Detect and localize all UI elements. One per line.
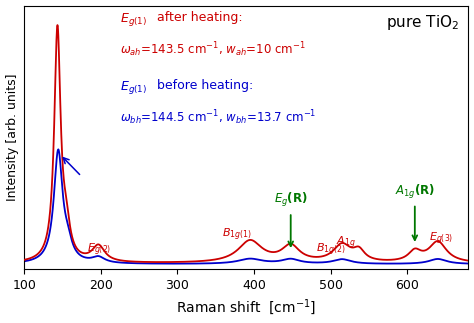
Text: $\mathit{E}_{\mathit{g(3)}}$: $\mathit{E}_{\mathit{g(3)}}$ bbox=[429, 231, 454, 247]
Text: $\mathit{E}_{\mathit{g(2)}}$: $\mathit{E}_{\mathit{g(2)}}$ bbox=[87, 241, 111, 257]
X-axis label: Raman shift  [cm$^{-1}$]: Raman shift [cm$^{-1}$] bbox=[176, 297, 316, 318]
Y-axis label: Intensity [arb. units]: Intensity [arb. units] bbox=[6, 74, 18, 201]
Text: pure TiO$_2$: pure TiO$_2$ bbox=[386, 14, 460, 33]
Text: $\omega_{\mathit{bh}}$=144.5 cm$^{-1}$, $\mathit{w}_{\mathit{bh}}$=13.7 cm$^{-1}: $\omega_{\mathit{bh}}$=144.5 cm$^{-1}$, … bbox=[119, 109, 316, 127]
Text: $\mathit{E}$$_{\mathit{g(1)}}$: $\mathit{E}$$_{\mathit{g(1)}}$ bbox=[119, 11, 147, 28]
Text: $\mathit{B}_{\mathit{1g(1)}}$: $\mathit{B}_{\mathit{1g(1)}}$ bbox=[222, 226, 252, 243]
Text: $\mathit{E}$$_{\mathit{g(1)}}$: $\mathit{E}$$_{\mathit{g(1)}}$ bbox=[119, 79, 147, 96]
Text: $\mathit{A}_{\mathit{1g}}$(R): $\mathit{A}_{\mathit{1g}}$(R) bbox=[395, 183, 435, 240]
Text: $\mathit{E}_{\mathit{g}}$(R): $\mathit{E}_{\mathit{g}}$(R) bbox=[274, 192, 308, 246]
Text: after heating:: after heating: bbox=[153, 11, 243, 24]
Text: $\omega_{\mathit{ah}}$=143.5 cm$^{-1}$, $\mathit{w}_{\mathit{ah}}$=10 cm$^{-1}$: $\omega_{\mathit{ah}}$=143.5 cm$^{-1}$, … bbox=[119, 40, 305, 58]
Text: $\mathit{A}_{\mathit{1g}}$: $\mathit{A}_{\mathit{1g}}$ bbox=[336, 234, 356, 251]
Text: $\mathit{B}_{\mathit{1g(2)}}$: $\mathit{B}_{\mathit{1g(2)}}$ bbox=[316, 241, 346, 257]
Text: before heating:: before heating: bbox=[153, 79, 253, 92]
